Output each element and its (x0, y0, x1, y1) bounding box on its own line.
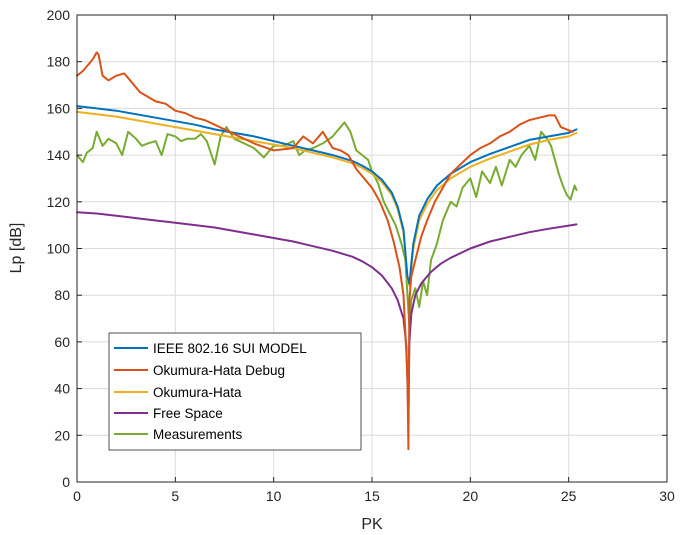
legend: IEEE 802.16 SUI MODEL Okumura-Hata Debug… (108, 332, 362, 451)
y-axis-label: Lp [dB] (8, 223, 25, 274)
y-tick-label: 80 (54, 287, 70, 303)
x-axis-label: PK (361, 516, 383, 533)
legend-label: Free Space (153, 406, 223, 421)
series-layer (76, 51, 578, 451)
y-tick-label: 60 (54, 334, 70, 350)
x-tick-label: 10 (266, 488, 282, 504)
legend-entry: Measurements (114, 427, 243, 442)
legend-entry: Free Space (114, 406, 223, 421)
y-tick-label: 20 (54, 427, 70, 443)
x-tick-label: 20 (463, 488, 479, 504)
legend-label: Measurements (153, 427, 243, 442)
series-line-4 (76, 211, 578, 418)
series-line-5 (76, 121, 578, 329)
series-line-3 (76, 110, 578, 287)
legend-label: IEEE 802.16 SUI MODEL (153, 341, 307, 356)
x-tick-label: 5 (171, 488, 179, 504)
y-tick-label: 200 (47, 7, 71, 23)
x-tick-label: 25 (561, 488, 577, 504)
legend-entry: Okumura-Hata Debug (114, 363, 285, 378)
legend-entry: IEEE 802.16 SUI MODEL (114, 341, 307, 356)
y-tick-label: 140 (47, 147, 71, 163)
legend-box (108, 332, 362, 451)
y-tick-label: 0 (62, 474, 70, 490)
y-tick-label: 120 (47, 194, 71, 210)
series-line-2 (76, 51, 574, 451)
legend-entry: Okumura-Hata (114, 385, 242, 400)
y-tick-label: 180 (47, 54, 71, 70)
series-line-1 (76, 105, 578, 285)
x-tick-label: 15 (364, 488, 380, 504)
y-tick-label: 40 (54, 381, 70, 397)
axis-ticks: 0 5 10 15 20 25 30 0 20 40 60 80 100 120 140 160 180 200 (47, 7, 675, 504)
legend-label: Okumura-Hata (153, 385, 242, 400)
y-tick-label: 160 (47, 100, 71, 116)
x-tick-label: 0 (73, 488, 81, 504)
x-tick-label: 30 (659, 488, 675, 504)
legend-label: Okumura-Hata Debug (153, 363, 285, 378)
y-tick-label: 100 (47, 241, 71, 257)
